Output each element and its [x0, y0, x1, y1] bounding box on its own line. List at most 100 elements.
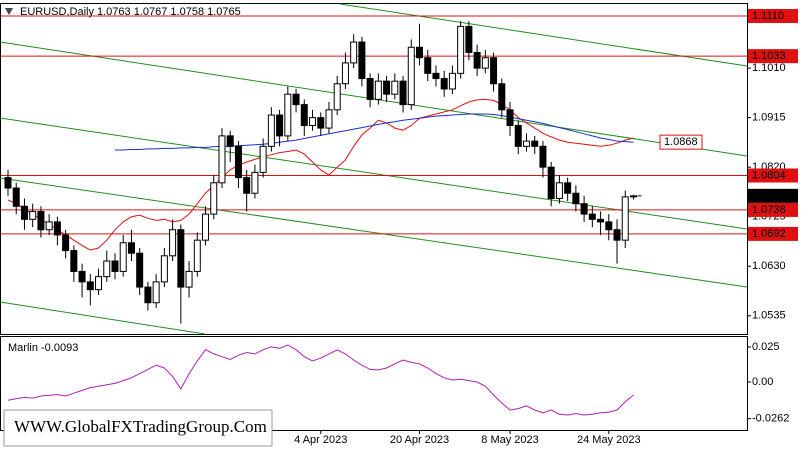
y-tick-label: 0.025 [752, 341, 780, 353]
candle-body [597, 218, 605, 223]
y-tick-label: 1.0915 [752, 112, 786, 124]
candle-body [292, 93, 300, 106]
candle-body [152, 281, 160, 304]
candle-body [300, 104, 308, 126]
y-tick-label: 1.0630 [752, 260, 786, 272]
candle-body [317, 117, 325, 129]
candle-body [259, 145, 267, 173]
candle-body [210, 182, 218, 215]
candle-body [358, 41, 366, 80]
candle-body [276, 114, 284, 137]
y-tick-label: 0.00 [752, 376, 773, 388]
indicator-line [7, 344, 634, 416]
candle-body [325, 109, 333, 129]
candle-body [490, 57, 498, 85]
chart-title: EURUSD,Daily 1.0763 1.0767 1.0758 1.0765 [20, 6, 241, 18]
candle-body [555, 182, 563, 199]
candle-body [185, 270, 193, 288]
candle-body [284, 93, 292, 137]
candle-body [506, 109, 514, 126]
candle-body [86, 281, 94, 291]
candle-body [37, 210, 45, 231]
y-tick-label: 1.0535 [752, 310, 786, 322]
candle-body [234, 145, 242, 179]
candle-body [572, 192, 580, 205]
candle-body [621, 196, 629, 241]
candle-body [309, 117, 317, 126]
candle-body [399, 80, 407, 106]
candle-body [531, 140, 539, 147]
level-label: 1.0692 [752, 228, 786, 240]
level-label: 1.1033 [752, 50, 786, 62]
channel-line [0, 177, 748, 288]
candle-body [267, 114, 275, 147]
candle-body [391, 80, 399, 95]
candle-body [226, 135, 234, 147]
candle-body [448, 72, 456, 90]
x-tick-label: 24 May 2023 [577, 434, 641, 446]
level-label-box [748, 226, 798, 241]
level-label: 1.0804 [752, 169, 786, 181]
candle-body [4, 177, 12, 189]
x-tick-label: 20 Apr 2023 [390, 434, 449, 446]
x-tick-label: 8 May 2023 [481, 434, 538, 446]
candle-body [177, 229, 185, 288]
candle-body [424, 57, 432, 74]
candle-body [407, 46, 415, 106]
candle-body [457, 25, 465, 74]
candle-body [144, 286, 152, 304]
candle-body [103, 260, 111, 278]
candle-body [588, 213, 596, 220]
candle-body [613, 229, 621, 241]
candle-body [580, 203, 588, 215]
x-tick-label: 4 Apr 2023 [294, 434, 347, 446]
level-label-box [748, 49, 798, 64]
indicator-label: Marlin -0.0093 [8, 342, 78, 354]
level-label-box [748, 202, 798, 217]
level-label: 1.1110 [752, 10, 784, 22]
moving-average [7, 98, 634, 251]
level-label-box [748, 168, 798, 183]
candle-body [193, 239, 201, 272]
candle-body [29, 210, 37, 220]
candle-body [564, 182, 572, 194]
candle-body [53, 221, 61, 236]
y-tick-label: -0.0262 [752, 413, 789, 425]
indicator-frame [0, 336, 748, 431]
ma-label: 1.0868 [664, 136, 698, 148]
candle-body [136, 252, 144, 288]
candle-body [481, 57, 489, 69]
candle-body [243, 177, 251, 194]
y-tick-label: 1.1010 [752, 62, 786, 74]
candle-body [111, 260, 119, 272]
level-label: 1.0738 [752, 204, 786, 216]
candle-body [522, 140, 530, 147]
candle-body [12, 187, 20, 207]
last-price-label: 1.0765 [752, 190, 786, 202]
candle-body [127, 242, 135, 254]
candle-body [498, 83, 506, 111]
watermark: WWW.GlobalFXTradingGroup.Com [14, 417, 267, 436]
candle-body [333, 83, 341, 111]
level-label-box [748, 8, 798, 23]
candle-body [78, 270, 86, 283]
title-icon [5, 8, 13, 15]
candle-body [218, 135, 226, 184]
candle-body [45, 221, 53, 231]
candle-body [605, 221, 613, 231]
candle-body [62, 234, 70, 252]
candle-body [547, 166, 555, 199]
candle-body [629, 195, 637, 198]
candle-body [20, 205, 28, 220]
ma-label-box [659, 134, 703, 150]
candle-body [416, 46, 423, 59]
candle-body [440, 78, 448, 90]
candle-body [95, 276, 103, 291]
candle-body [366, 78, 374, 100]
candle-body [350, 41, 358, 64]
candle-body [169, 229, 177, 257]
main-frame [0, 3, 748, 335]
candle-body [70, 250, 78, 272]
candle-body [251, 171, 259, 194]
